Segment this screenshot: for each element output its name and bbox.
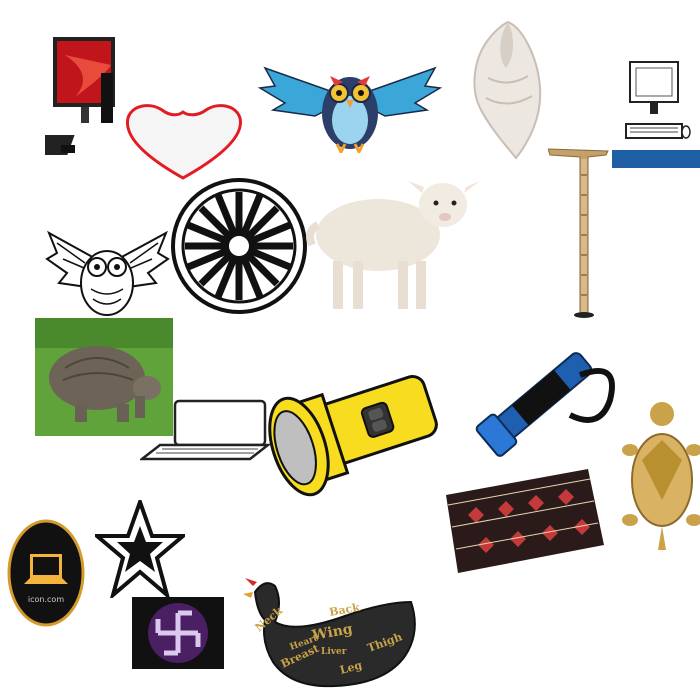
desktop-computer-icon <box>45 35 125 170</box>
turtle-figurine-icon <box>622 400 700 580</box>
computer-line-art-icon <box>612 58 700 168</box>
lamb-icon <box>298 165 488 313</box>
star-icon <box>95 500 185 598</box>
conch-shell-icon <box>468 18 548 160</box>
laptop-badge-icon: icon.com <box>6 518 86 628</box>
chicken-label-liver: Liver <box>321 647 347 657</box>
fabric-cap-icon <box>438 465 608 580</box>
chicken-label-back: Back <box>328 601 361 619</box>
owl-mandala-icon <box>45 225 170 320</box>
badge-text: icon.com <box>28 595 64 604</box>
tortoise-icon <box>35 318 173 436</box>
laptop-outline-icon <box>140 395 270 465</box>
heart-icon <box>122 100 244 182</box>
owl-icon <box>255 58 445 153</box>
measuring-rod-icon <box>548 145 610 320</box>
wheel-icon <box>168 175 310 317</box>
chicken-label-wing: Wing <box>310 621 354 644</box>
chicken-cuts-icon: Neck Back Wing Breast Liver Thigh Leg He… <box>235 572 425 690</box>
flashlight-icon <box>255 350 445 515</box>
chicken-label-leg: Leg <box>338 658 363 676</box>
swastika-icon <box>132 597 224 669</box>
blue-flashlight-icon <box>460 320 632 470</box>
